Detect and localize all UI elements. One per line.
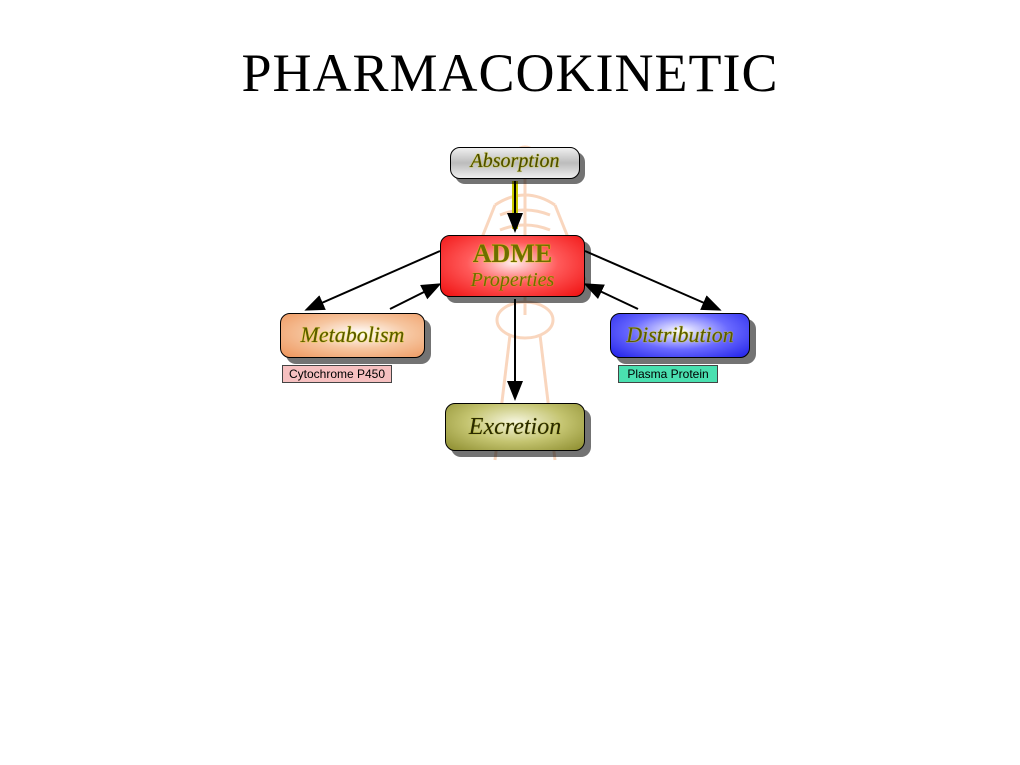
cytochrome-sublabel: Cytochrome P450: [282, 365, 392, 383]
metabolism-label: Metabolism: [301, 323, 405, 347]
adme-label-line2: Properties: [447, 269, 578, 291]
absorption-node: Absorption: [450, 147, 580, 179]
adme-node: ADME Properties: [440, 235, 585, 297]
absorption-label: Absorption: [471, 150, 560, 172]
page-title: PHARMACOKINETIC: [0, 42, 1020, 104]
plasma-sublabel: Plasma Protein: [618, 365, 718, 383]
adme-label-line1: ADME: [447, 240, 578, 269]
distribution-node: Distribution: [610, 313, 750, 358]
excretion-label: Excretion: [469, 414, 561, 440]
excretion-node: Excretion: [445, 403, 585, 451]
adme-diagram: Absorption ADME Properties Metabolism Di…: [280, 145, 750, 525]
distribution-label: Distribution: [626, 323, 734, 347]
metabolism-node: Metabolism: [280, 313, 425, 358]
